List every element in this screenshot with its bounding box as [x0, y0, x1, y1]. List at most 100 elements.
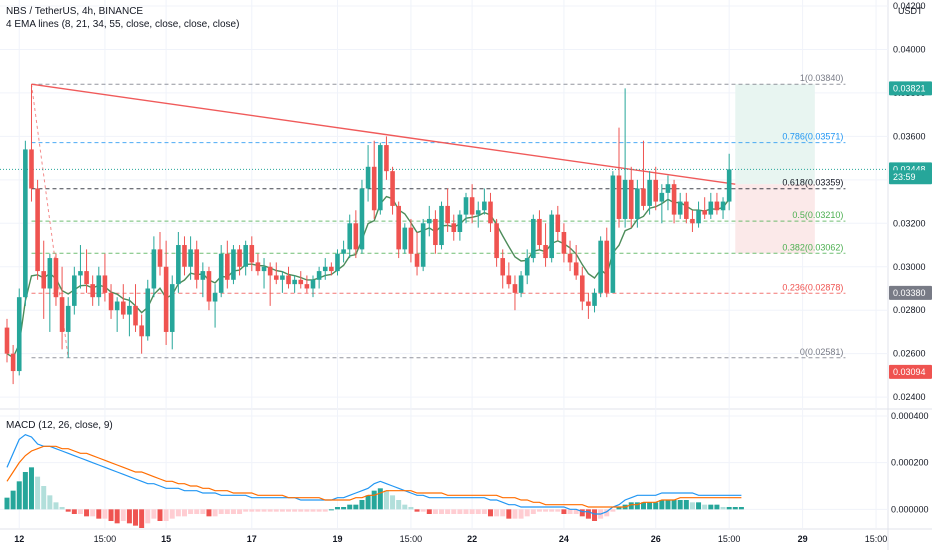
candle: [616, 127, 622, 228]
price-tick-label: 0.02800: [893, 305, 926, 315]
macd-hist-bar: [677, 500, 683, 510]
candle-body: [408, 227, 414, 254]
candle-body: [371, 166, 377, 211]
candle-body: [133, 305, 138, 326]
candle-body: [549, 214, 554, 259]
candle-body: [267, 266, 273, 276]
macd-hist-bar: [304, 509, 310, 512]
candle: [592, 288, 597, 313]
candle: [726, 153, 732, 211]
candle-body: [439, 205, 444, 246]
candle: [194, 240, 200, 289]
time-tick-label: 17: [247, 534, 257, 544]
macd-hist-bar: [579, 509, 585, 517]
macd-hist-bar: [402, 504, 408, 510]
price-tick-label: 0.04000: [893, 44, 926, 54]
candle-body: [10, 353, 16, 372]
candle: [567, 240, 573, 272]
macd-hist-bar: [726, 507, 732, 510]
price-tag-label: 0.03448: [893, 164, 926, 174]
macd-hist-bar: [543, 509, 549, 512]
candle-body: [261, 266, 267, 272]
candle-body: [482, 201, 487, 211]
price-tag-bg: [889, 170, 932, 185]
candle: [157, 231, 163, 276]
macd-hist-bar: [261, 509, 267, 512]
price-tick-label: 0.03200: [893, 218, 926, 228]
candle-body: [524, 258, 530, 276]
candle-body: [531, 218, 536, 259]
macd-hist-bar: [188, 509, 194, 514]
macd-hist-bar: [90, 509, 96, 517]
macd-hist-bar: [494, 509, 500, 517]
macd-hist-bar: [487, 509, 493, 517]
macd-hist-bar: [573, 509, 579, 514]
candle: [531, 214, 536, 263]
candle: [579, 266, 585, 311]
candle: [598, 236, 603, 298]
candle: [696, 201, 701, 228]
candle: [47, 253, 53, 332]
macd-hist-bar: [4, 497, 10, 510]
candle: [390, 166, 395, 215]
candle: [610, 171, 616, 293]
candle-body: [47, 258, 53, 289]
macd-hist-bar: [120, 509, 126, 521]
candle: [384, 136, 389, 180]
macd-hist-bar: [475, 509, 481, 514]
candle: [518, 271, 524, 298]
macd-hist-bar: [163, 509, 169, 521]
candle-body: [35, 188, 40, 272]
macd-hist-bar: [371, 490, 377, 510]
candle: [341, 240, 346, 263]
candle-body: [475, 210, 481, 215]
candle-body: [696, 210, 701, 224]
candle-body: [690, 218, 695, 224]
candle-body: [665, 184, 671, 193]
candle: [225, 240, 230, 289]
trendline: [31, 83, 736, 185]
macd-hist-bar: [463, 509, 469, 514]
candle: [114, 297, 120, 332]
macd-hist-bar: [237, 509, 243, 514]
candle: [90, 275, 95, 306]
macd-hist-bar: [194, 509, 200, 514]
candle-body: [647, 179, 652, 206]
candle-body: [29, 149, 34, 189]
macd-hist-bar: [267, 509, 273, 512]
candle: [212, 284, 218, 328]
fib-label: 0.236(0.02878): [782, 282, 843, 292]
candle-body: [592, 292, 597, 306]
macd-hist-bar: [408, 507, 414, 510]
candle: [451, 214, 457, 241]
candle-body: [243, 245, 248, 267]
candle-body: [176, 245, 181, 285]
candle: [53, 253, 59, 306]
candle: [665, 175, 671, 211]
candle: [237, 245, 242, 276]
candle-body: [684, 201, 689, 219]
candle: [628, 166, 634, 228]
time-tick-label: 12: [14, 534, 24, 544]
candle-body: [586, 301, 591, 306]
price-tag-label: 23:59: [893, 172, 916, 182]
time-tick-label: 24: [559, 534, 569, 544]
candle-body: [641, 188, 646, 206]
candle-body: [120, 301, 126, 315]
candle-body: [622, 179, 628, 219]
candle-body: [169, 284, 175, 332]
macd-hist-bar: [316, 509, 322, 512]
candle: [249, 236, 255, 272]
candle-body: [543, 245, 548, 259]
macd-hist-bar: [16, 481, 22, 510]
candle-body: [108, 292, 114, 311]
macd-hist-bar: [732, 507, 738, 510]
fib-zone-0: [735, 84, 815, 185]
candle: [139, 314, 144, 354]
candle-body: [451, 223, 457, 232]
candle: [10, 344, 16, 385]
macd-hist-bar: [396, 500, 402, 510]
candle-body: [237, 249, 242, 267]
macd-hist-bar: [102, 509, 108, 519]
